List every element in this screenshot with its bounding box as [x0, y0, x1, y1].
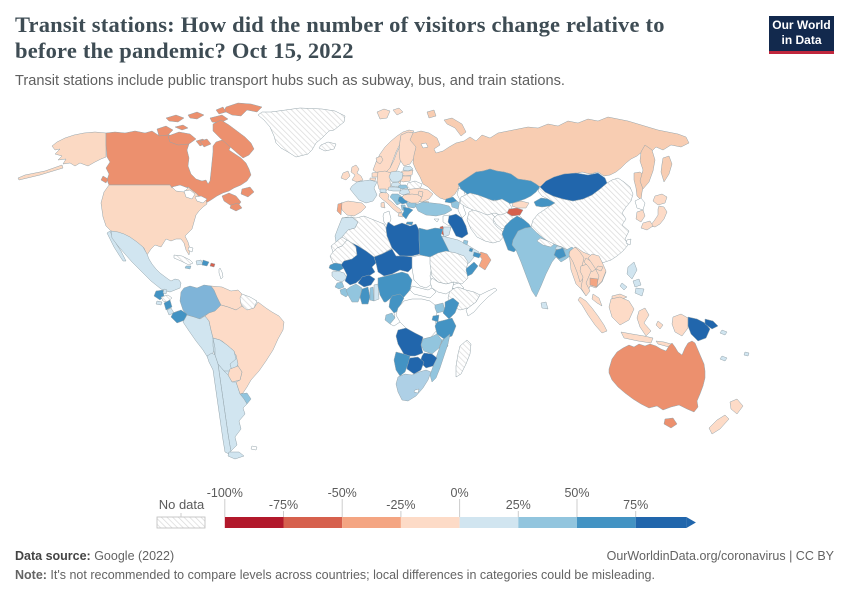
svg-text:-100%: -100%	[207, 486, 243, 500]
svg-text:75%: 75%	[623, 498, 648, 512]
svg-text:0%: 0%	[451, 486, 469, 500]
svg-text:-75%: -75%	[269, 498, 298, 512]
svg-text:-50%: -50%	[328, 486, 357, 500]
svg-text:-25%: -25%	[386, 498, 415, 512]
svg-text:50%: 50%	[564, 486, 589, 500]
svg-text:25%: 25%	[506, 498, 531, 512]
